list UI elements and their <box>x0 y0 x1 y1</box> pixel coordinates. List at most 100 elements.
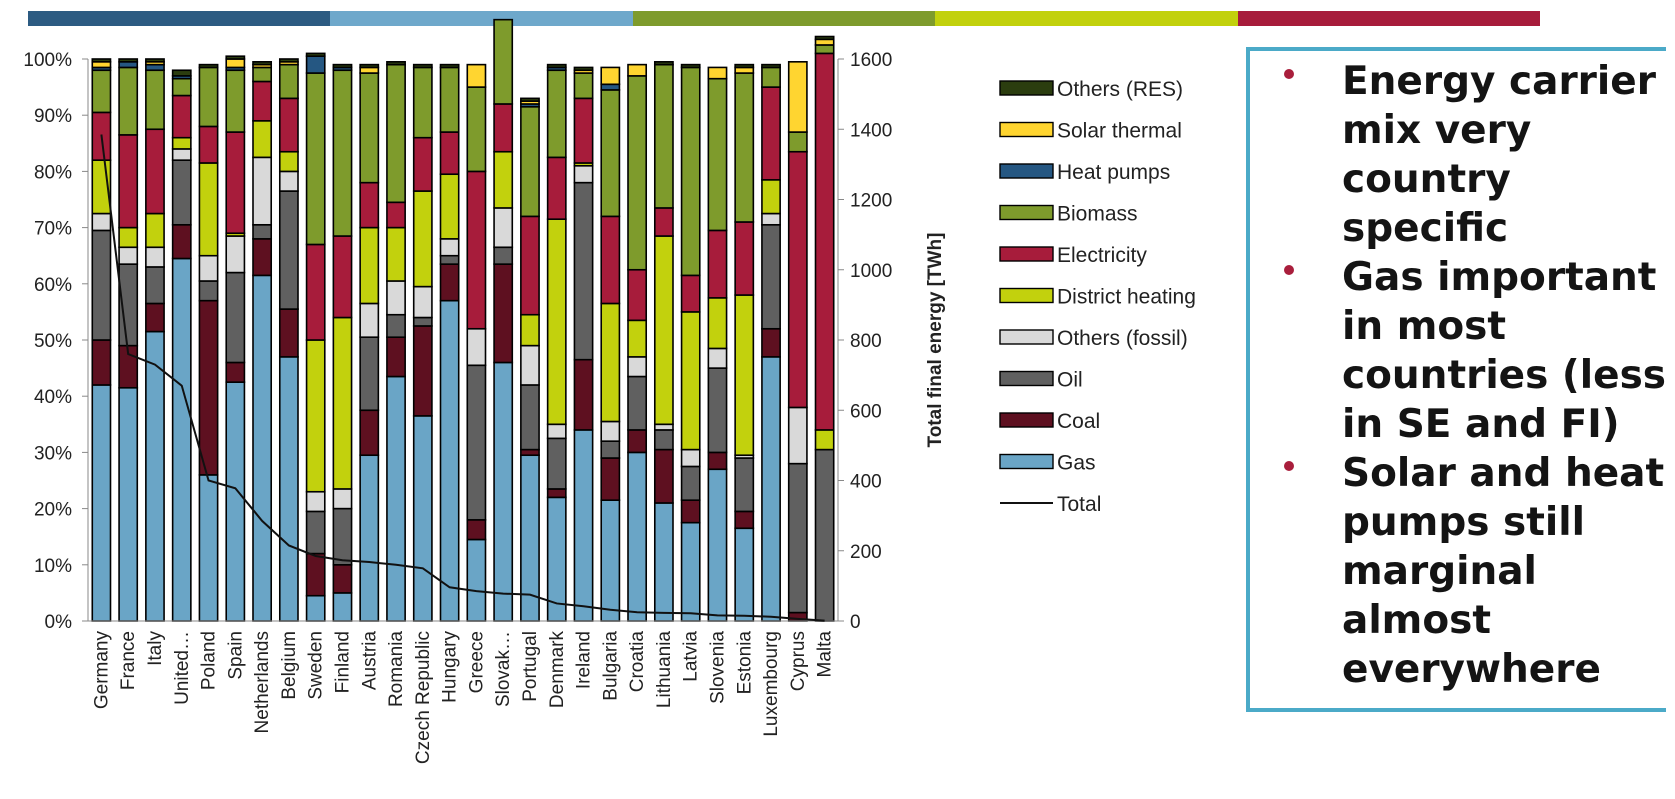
bar-segment-district-heating <box>278 150 299 173</box>
bar-segment-coal <box>225 361 246 383</box>
energy-carrier-chart: 0% 10% 20% 30% 40% 50% 60% 70% 80% 90% 100% 0 200 400… <box>23 18 1196 764</box>
top-bar-segment-4 <box>935 11 1238 26</box>
x-category-label: Belgium <box>279 631 300 700</box>
bar-segment-oil <box>145 266 165 305</box>
bar-segment-solar-thermal <box>600 66 621 86</box>
bar-segment-coal <box>546 488 567 499</box>
bar-segment-biomass <box>305 72 326 246</box>
bar-segment-electricity <box>145 128 165 215</box>
bar-segment-electricity <box>600 215 621 305</box>
bar-segment-gas <box>653 502 674 622</box>
bar-segment-others-fossil <box>573 164 594 184</box>
bar-segment-others-res <box>252 61 273 66</box>
bar-segment-biomass <box>412 66 433 139</box>
bar-segment-gas <box>305 594 326 622</box>
bar-segment-electricity <box>546 156 567 220</box>
bullet-icon <box>1284 265 1294 275</box>
top-bar-segment-5 <box>1237 11 1541 26</box>
bar-segment-electricity <box>493 103 514 153</box>
bar-segment-oil <box>734 457 755 513</box>
x-category-label: Estonia <box>734 631 755 695</box>
bar-segment-gas <box>680 521 701 622</box>
bar-segment-biomass <box>332 69 353 237</box>
x-category-label: Spain <box>225 631 246 680</box>
y-left-tick-label: 90% <box>34 106 72 127</box>
bar-segment-electricity <box>680 274 701 313</box>
bar-segment-gas <box>332 592 353 622</box>
bar-segment-others-res <box>91 58 112 63</box>
bar-segment-others-fossil <box>359 302 380 338</box>
legend-swatch-heat-pumps <box>999 163 1054 179</box>
legend-swatch-solar-thermal <box>999 121 1054 138</box>
bar-segment-others-fossil <box>225 235 246 274</box>
bar-segment-district-heating <box>814 429 835 451</box>
bar-segment-biomass <box>627 75 648 271</box>
x-category-label: Poland <box>199 631 220 690</box>
bar-segment-district-heating <box>546 218 567 426</box>
bar-segment-district-heating <box>520 313 540 347</box>
legend-label: District heating <box>1057 286 1196 309</box>
bar-segment-others-res <box>171 69 192 77</box>
bar-segment-gas <box>466 538 487 622</box>
bar-segment-biomass <box>439 66 460 133</box>
bar-segment-coal <box>359 409 380 457</box>
y-left-tick-label: 20% <box>34 500 72 521</box>
bar-segment-biomass <box>734 72 755 223</box>
bar-segment-gas <box>439 299 460 622</box>
bar-segment-coal <box>520 448 540 457</box>
bar-segment-oil <box>707 367 728 454</box>
bar-segment-gas <box>225 381 246 622</box>
bar-segment-coal <box>252 238 273 277</box>
bar-segment-others-res <box>359 63 380 69</box>
bar-segment-electricity <box>653 207 674 237</box>
bar-segment-biomass <box>118 66 139 136</box>
bar-segment-oil <box>412 316 433 327</box>
bar-segment-electricity <box>359 181 380 229</box>
bar-segment-oil <box>359 336 380 412</box>
y-right-axis-title: Total final energy [TWh] <box>925 233 946 448</box>
bar-segment-biomass <box>225 69 246 133</box>
legend-swatch-oil <box>999 370 1054 387</box>
bar-segment-electricity <box>332 235 353 319</box>
bar-segment-biomass <box>653 63 674 209</box>
bar-segment-electricity <box>573 97 594 164</box>
bar-segment-coal <box>332 563 353 594</box>
bar-segment-others-fossil <box>787 406 808 465</box>
y-left-tick-label: 30% <box>34 443 72 464</box>
bar-segment-others-fossil <box>493 207 514 249</box>
bar-segment-electricity <box>412 136 433 192</box>
bar-segment-coal <box>573 358 594 431</box>
legend-swatch-district-heating <box>999 287 1054 304</box>
bar-segment-district-heating <box>600 302 621 423</box>
bar-segment-others-fossil <box>171 148 192 161</box>
bar-segment-coal <box>171 223 192 260</box>
bar-segment-gas <box>707 468 728 622</box>
bar-segment-oil <box>332 507 353 566</box>
bar-segment-gas <box>573 429 594 622</box>
bar-segment-coal <box>653 448 674 504</box>
bullet-icon <box>1284 69 1294 79</box>
bar-segment-gas <box>734 527 755 622</box>
bar-segment-electricity <box>520 215 540 316</box>
bar-segment-others-res <box>332 63 353 69</box>
key-message-2: Gas important in most countries (less in… <box>1250 253 1666 449</box>
legend-swatch-others-fossil <box>999 329 1054 345</box>
x-category-label: Latvia <box>681 631 702 682</box>
bar-segment-electricity <box>305 243 326 341</box>
bar-segment-others-fossil <box>198 254 219 282</box>
bar-segment-district-heating <box>386 226 406 282</box>
bar-segment-district-heating <box>627 319 648 358</box>
bar-segment-others-res <box>573 66 594 72</box>
top-bar-segment-3 <box>632 11 936 26</box>
bar-segment-gas <box>761 356 781 622</box>
bar-segment-biomass <box>198 66 219 128</box>
bar-segment-others-res <box>198 63 219 69</box>
y-right-tick-label: 600 <box>850 401 882 422</box>
bar-segment-coal <box>707 451 728 471</box>
bar-segment-others-fossil <box>439 238 460 257</box>
bar-segment-others-fossil <box>707 347 728 369</box>
x-category-label: United… <box>172 631 193 705</box>
bar-segment-electricity <box>627 268 648 322</box>
bar-segment-district-heating <box>761 179 781 215</box>
bar-segment-others-res <box>761 63 781 69</box>
